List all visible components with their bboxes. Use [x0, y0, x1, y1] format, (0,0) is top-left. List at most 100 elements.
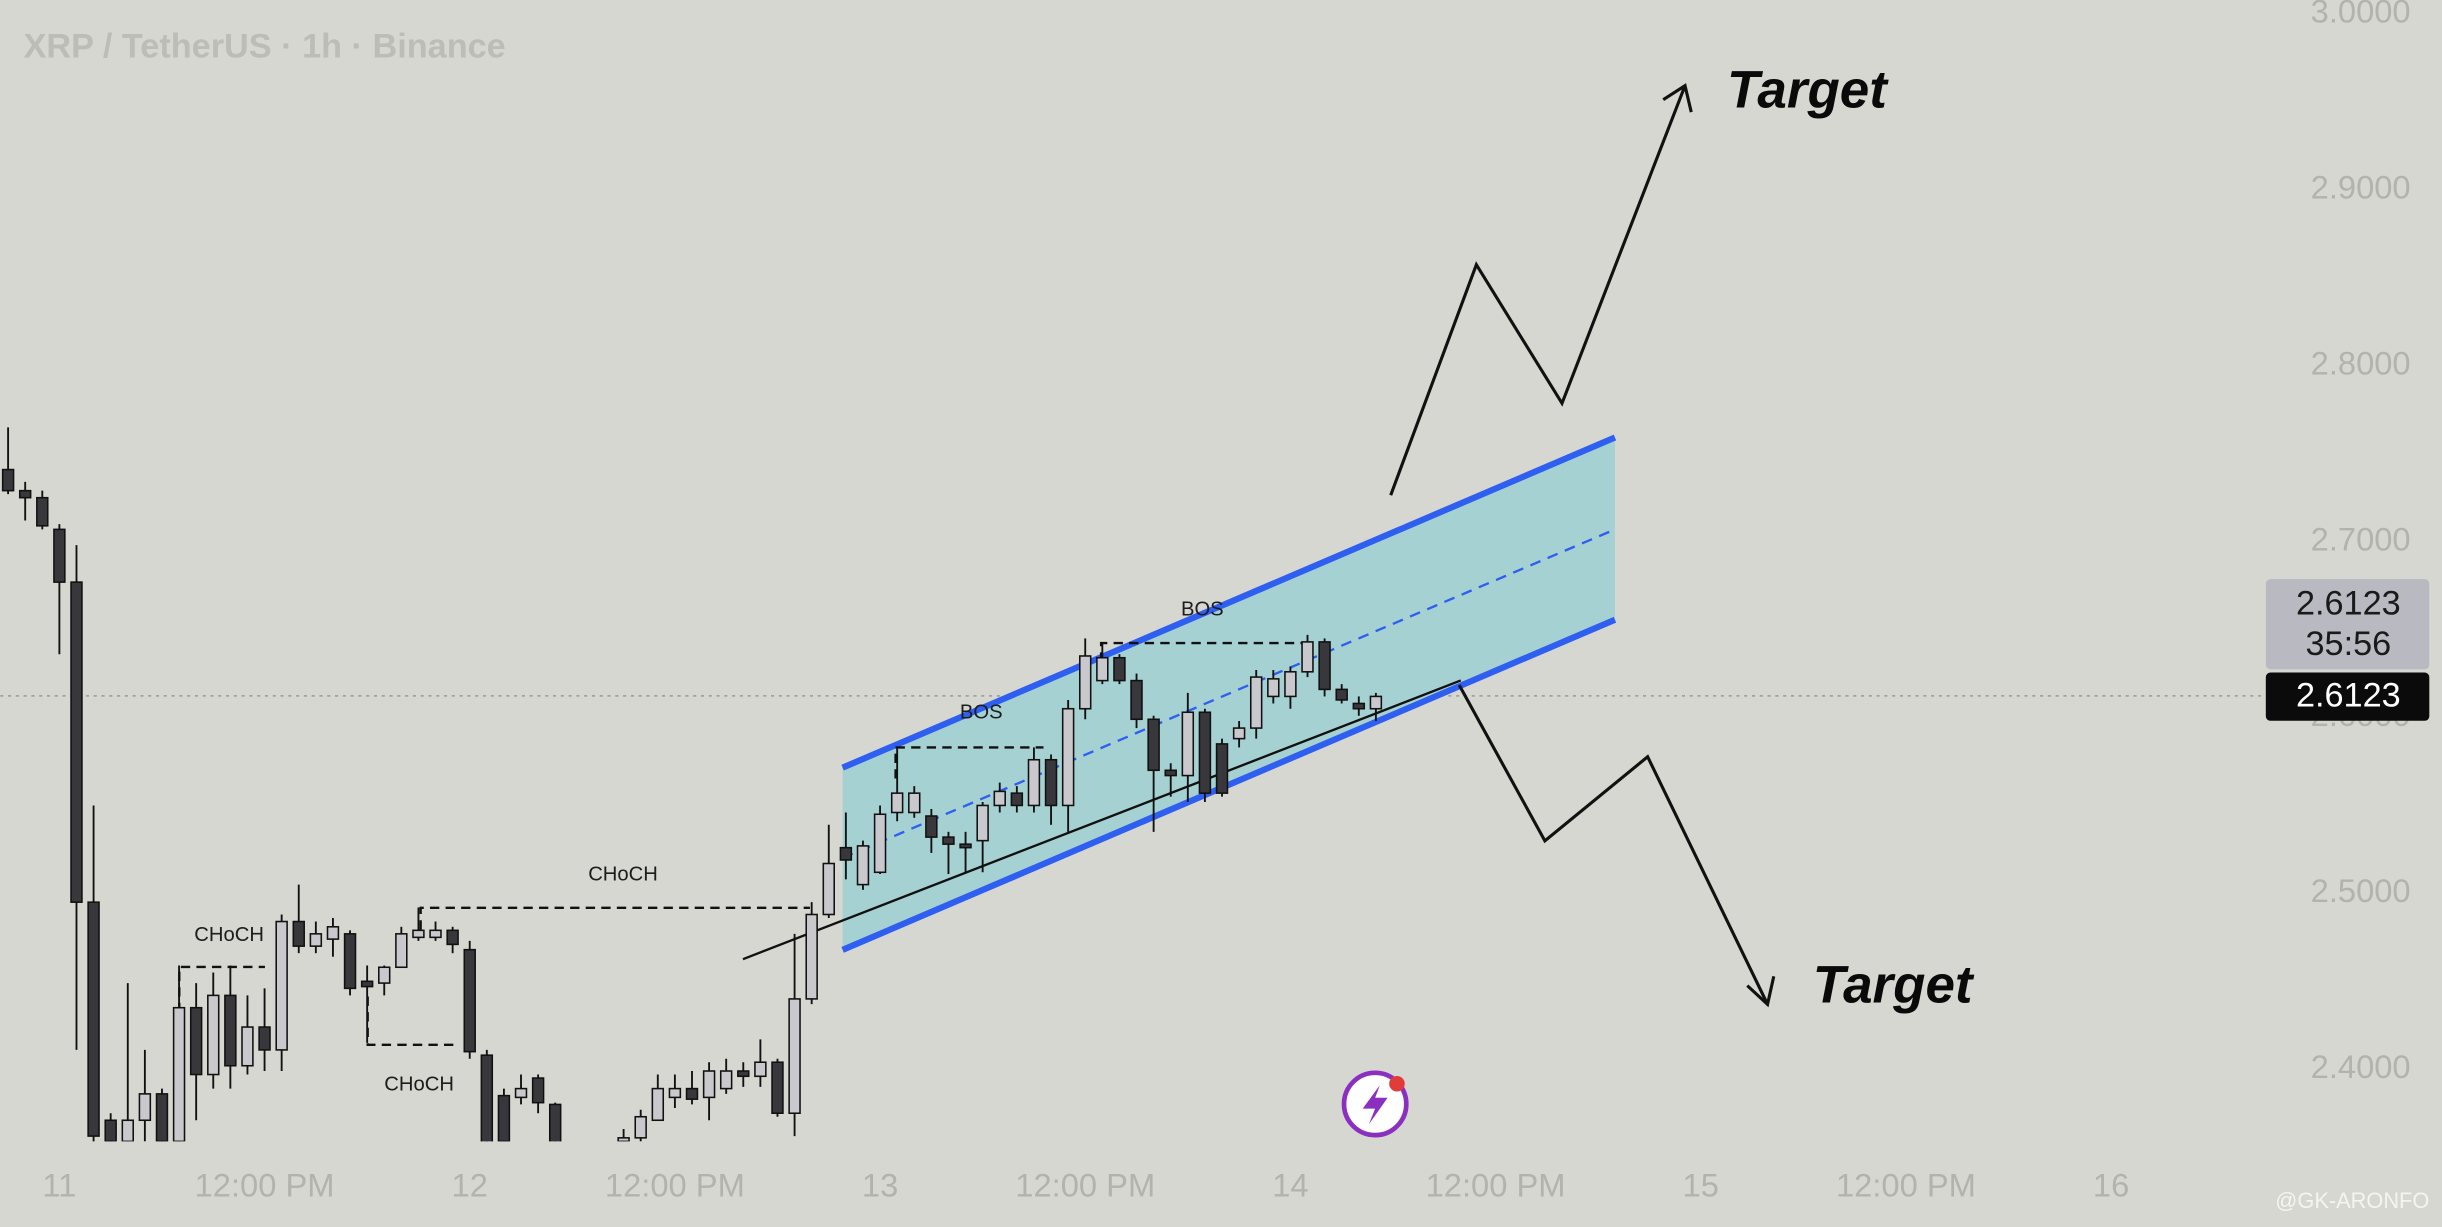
watermark: @GK-ARONFO [2275, 1188, 2429, 1213]
candle-body [326, 926, 340, 940]
candle-body [1027, 758, 1041, 807]
candle-body [1215, 743, 1229, 794]
candle-body [275, 920, 288, 1051]
y-tick-label: 2.7000 [2311, 520, 2411, 557]
candle-body [395, 933, 408, 969]
x-tick-label: 13 [862, 1167, 898, 1204]
candle-body [1079, 655, 1092, 710]
candle-body [360, 980, 374, 988]
annotation: BOS [1181, 599, 1224, 621]
candle-body [138, 1093, 152, 1122]
x-tick-label: 15 [1683, 1167, 1719, 1204]
y-tick-label: 2.9000 [2311, 169, 2411, 206]
candle-body [993, 790, 1006, 807]
annotation: CHoCH [384, 1074, 454, 1096]
candle-body [87, 901, 100, 1137]
candle-body [1284, 671, 1297, 698]
candle-body [224, 994, 237, 1067]
candle-body [925, 815, 938, 838]
y-tick-label: 3.0000 [2311, 0, 2411, 30]
candle-body [429, 929, 442, 939]
channel-mid [842, 528, 1616, 860]
candle-body [839, 846, 853, 861]
candle-body [121, 1119, 135, 1142]
candle-body [480, 1054, 494, 1142]
candle-body [1, 468, 15, 492]
candle-body [1335, 688, 1348, 701]
target-label: Target [1813, 956, 1975, 1015]
candle-body [771, 1061, 784, 1114]
target-label: Target [1727, 60, 1889, 119]
candle-body [822, 862, 836, 916]
candle-body [976, 804, 989, 842]
candle-body [959, 843, 972, 849]
x-tick-label: 12:00 PM [1426, 1167, 1566, 1204]
chart-title: XRP / TetherUS · 1h · Binance [24, 27, 506, 65]
price-badge [2265, 579, 2430, 670]
candle-body [36, 496, 49, 527]
candles [1, 427, 1383, 1142]
candle-body [908, 792, 921, 814]
candle-body [1318, 641, 1331, 691]
candle-body [412, 929, 425, 939]
candle-body [378, 966, 391, 984]
candle-body [754, 1061, 767, 1078]
candle-body [702, 1070, 716, 1099]
annotation: CHoCH [194, 924, 264, 946]
candle-body [309, 933, 323, 947]
channel-upper [841, 434, 1617, 771]
candle-body [856, 845, 870, 886]
candle-body [788, 998, 801, 1114]
candle-body [18, 489, 32, 499]
candle-body [70, 581, 83, 903]
candle-body [1130, 679, 1143, 721]
candle-body [805, 913, 818, 1000]
candle-body [172, 1006, 186, 1142]
candle-body [1352, 702, 1366, 710]
candle-body [873, 813, 887, 874]
candle-body [1147, 718, 1160, 772]
x-tick-label: 12 [452, 1167, 488, 1204]
candle-body [1232, 727, 1246, 740]
x-tick-label: 11 [42, 1167, 76, 1204]
candle-body [1164, 769, 1177, 777]
candle-body [1010, 792, 1024, 807]
projection-arrows [1389, 83, 1776, 1008]
candle-body [685, 1087, 699, 1100]
candle-body [189, 1006, 203, 1076]
candle-body [617, 1137, 630, 1142]
candle-body [446, 929, 459, 946]
last-price-badge [2265, 672, 2430, 721]
candle-body [942, 836, 955, 845]
candle-body [634, 1115, 647, 1139]
candle-body [548, 1103, 562, 1142]
y-tick-label: 2.5000 [2311, 872, 2411, 909]
candle-body [53, 528, 66, 583]
candle-body [531, 1077, 545, 1104]
x-tick-label: 12:00 PM [1836, 1167, 1976, 1204]
candle-body [719, 1070, 733, 1090]
candle-body [104, 1119, 117, 1142]
y-tick-label: 2.8000 [2311, 344, 2411, 381]
x-tick-label: 12:00 PM [1015, 1167, 1155, 1204]
candle-body [292, 920, 305, 947]
candle-body [1061, 707, 1075, 807]
trendline [742, 679, 1462, 961]
x-tick-label: 14 [1272, 1167, 1308, 1204]
candle-body [1267, 678, 1280, 698]
candle-body [497, 1094, 511, 1142]
price-badge-text: 2.6123 [2296, 585, 2401, 623]
candle-body [1369, 695, 1383, 710]
countdown-text: 35:56 [2305, 625, 2391, 663]
candle-body [737, 1070, 750, 1078]
candle-body [1301, 641, 1314, 673]
candle-body [1198, 711, 1212, 794]
annotation: CHoCH [588, 863, 658, 885]
candle-body [1181, 711, 1195, 777]
candle-body [1044, 758, 1058, 807]
candle-body [207, 994, 220, 1076]
x-tick-label: 12:00 PM [605, 1167, 745, 1204]
candle-body [241, 1026, 254, 1067]
candle-body [890, 792, 904, 814]
